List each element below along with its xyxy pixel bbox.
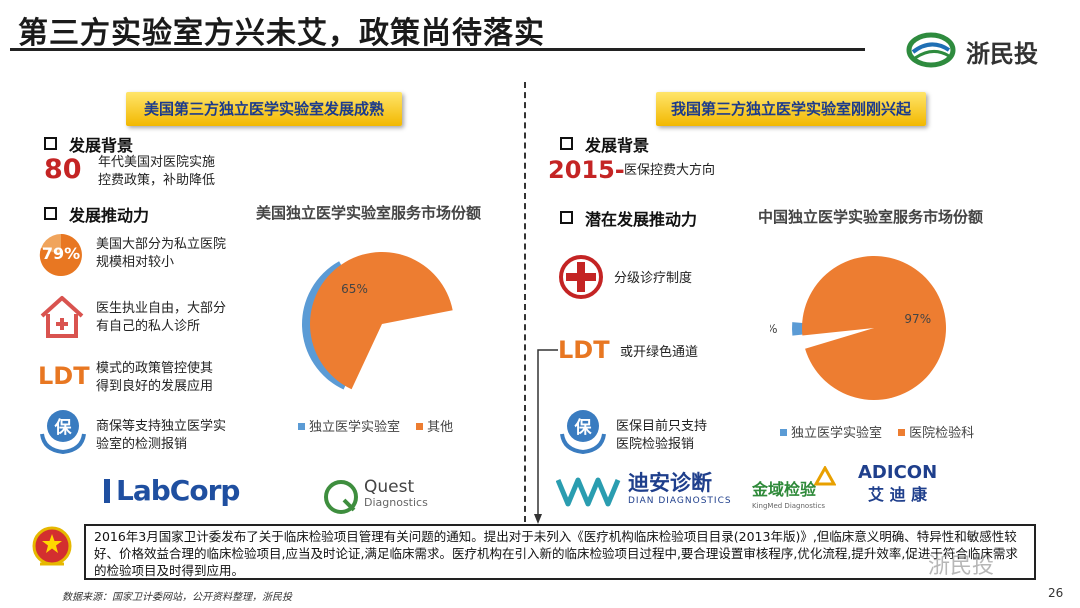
policy-notice: 2016年3月国家卫计委发布了关于临床检验项目管理有关问题的通知。提出对于未列入… (84, 524, 1036, 580)
right-chart-title: 中国独立医学实验室服务市场份额 (758, 208, 984, 226)
page-title: 第三方实验室方兴未艾，政策尚待落实 (18, 16, 545, 51)
labcorp-logo: LabCorp (104, 474, 240, 507)
adicon-logo: ADICON 艾 迪 康 (858, 462, 938, 504)
data-source: 数据来源：国家卫计委网站，公开资料整理，浙民投 (62, 592, 292, 603)
left-background-title: 发展背景 (44, 132, 133, 156)
pie-slice (802, 256, 946, 400)
left-driver-1-text: 美国大部分为私立医院 规模相对较小 (96, 237, 227, 270)
hospital-cross-icon (559, 255, 603, 299)
percent-badge: 79% (41, 244, 81, 263)
right-background-title: 发展背景 (560, 132, 649, 156)
dian-logo: 迪安诊断 DIAN DIAGNOSTICS (628, 471, 732, 507)
left-chart-legend: 独立医学实验室 其他 (298, 416, 453, 435)
left-driver-2-text: 医生执业自由，大部分 有自己的私人诊所 (96, 301, 227, 334)
right-driver-1-text: 分级诊疗制度 (614, 271, 693, 286)
left-driver-3-text: 模式的政策管控使其 得到良好的发展应用 (96, 361, 214, 394)
insurance-badge: 保 (54, 418, 72, 438)
data-label: 65% (341, 282, 368, 296)
left-chart-title: 美国独立医学实验室服务市场份额 (256, 204, 482, 222)
data-label: 3% (770, 322, 778, 336)
left-pie-chart: 35%65% (302, 252, 453, 390)
right-background-year: 2015- (548, 156, 625, 184)
right-background-text: 医保控费大方向 (624, 163, 716, 178)
title-underline (10, 48, 865, 51)
quest-logo-icon (324, 480, 358, 514)
legend-item: 医院检验科 (898, 426, 974, 441)
right-panel-header: 我国第三方独立医学实验室刚刚兴起 (656, 92, 926, 126)
dian-logo-icon (556, 477, 621, 507)
connector-arrow (534, 349, 558, 524)
left-background-text: 年代美国对医院实施 控费政策，补助降低 (98, 155, 216, 188)
legend-item: 独立医学实验室 (780, 426, 882, 441)
right-chart-legend: 独立医学实验室 医院检验科 (780, 422, 974, 441)
insurance-hands-icon (560, 410, 606, 455)
quest-logo: Quest Diagnostics (364, 477, 428, 510)
ldt-icon: LDT (38, 362, 90, 390)
right-driver-2-text: 或开绿色通道 (620, 345, 699, 360)
national-emblem-icon (32, 526, 72, 566)
left-panel-header: 美国第三方独立医学实验室发展成熟 (126, 92, 402, 126)
left-driver-4-text: 商保等支持独立医学实 验室的检测报销 (96, 419, 227, 452)
kingmed-logo-icon (814, 466, 836, 486)
watermark: 浙民投 (928, 554, 995, 579)
page-number: 26 (1048, 586, 1064, 600)
insurance-badge: 保 (574, 418, 592, 438)
data-label: 97% (904, 312, 931, 326)
left-background-year: 80 (44, 154, 82, 185)
column-divider (524, 82, 526, 522)
right-pie-chart: 3% 97% (770, 256, 946, 400)
left-drivers-title: 发展推动力 (44, 202, 149, 226)
kingmed-logo: 金域检验 KingMed Diagnostics (752, 480, 826, 511)
brand-logo-icon (906, 32, 956, 68)
percent-circle-icon (39, 234, 82, 276)
right-driver-3-text: 医保目前只支持 医院检验报销 (616, 419, 708, 452)
pie-slice (310, 252, 453, 390)
insurance-hands-icon (40, 410, 86, 455)
ldt-icon: LDT (558, 336, 610, 364)
house-clinic-icon (40, 296, 84, 338)
right-drivers-title: 潜在发展推动力 (560, 206, 697, 230)
legend-item: 独立医学实验室 (298, 420, 400, 435)
brand-name: 浙民投 (966, 40, 1038, 68)
legend-item: 其他 (416, 420, 453, 435)
